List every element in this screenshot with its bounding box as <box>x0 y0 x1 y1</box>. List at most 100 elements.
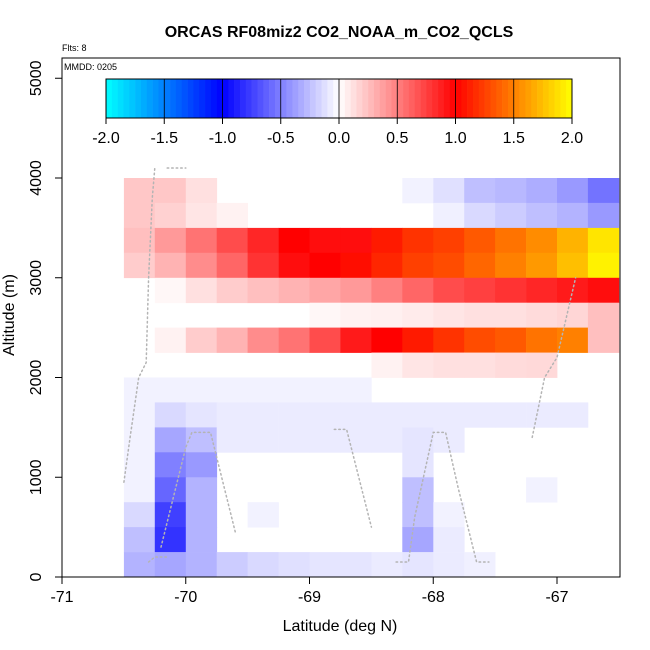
heatmap-cell <box>278 227 310 254</box>
heatmap-cell <box>309 552 341 578</box>
heatmap-cell <box>464 552 496 578</box>
colorbar-swatch <box>449 79 456 118</box>
heatmap-cell <box>464 252 496 279</box>
colorbar-swatch <box>175 79 183 118</box>
colorbar-swatch <box>228 79 235 118</box>
x-tick-label: -70 <box>174 589 197 606</box>
heatmap-cell <box>123 527 156 553</box>
heatmap-cell <box>433 202 465 229</box>
heatmap-cell <box>526 277 558 304</box>
colorbar-swatch <box>222 79 229 118</box>
colorbar-swatch <box>438 79 445 118</box>
colorbar-swatch <box>350 79 357 118</box>
heatmap-cell <box>185 327 218 353</box>
heatmap-cell <box>309 302 341 328</box>
y-tick-label: 5000 <box>28 60 45 96</box>
heatmap-cell <box>557 327 589 353</box>
colorbar-swatch <box>321 79 328 118</box>
heatmap-cell <box>557 178 589 204</box>
heatmap-cell <box>587 277 620 304</box>
colorbar-swatch <box>117 79 124 118</box>
heatmap-cell <box>402 527 434 553</box>
colorbar-swatch <box>408 79 416 118</box>
y-axis: 0 1000 2000 3000 4000 5000 <box>28 60 63 581</box>
colorbar-swatch <box>420 79 427 118</box>
heatmap-cell <box>216 327 248 353</box>
heatmap-cell <box>154 527 187 553</box>
colorbar-swatch <box>164 79 171 118</box>
colorbar-swatch <box>187 79 194 118</box>
heatmap-cell <box>247 402 279 428</box>
heatmap-cell <box>278 327 310 353</box>
colorbar-swatch <box>432 79 439 118</box>
heatmap-cell <box>402 402 434 428</box>
x-tick-label: -68 <box>422 589 445 606</box>
colorbar-swatch <box>385 79 392 118</box>
colorbar-swatch <box>257 79 264 118</box>
y-tick-label: 4000 <box>28 160 45 196</box>
heatmap-cell <box>154 252 187 279</box>
heatmap-cell <box>247 427 279 453</box>
heatmap-cell <box>340 402 372 428</box>
colorbar-swatch <box>443 79 450 118</box>
colorbar-tick-label: -1.5 <box>150 130 178 147</box>
heatmap-cell <box>154 502 187 528</box>
heatmap-cell <box>309 427 341 453</box>
y-tick-label: 0 <box>28 572 45 581</box>
heatmap-cell <box>154 227 187 254</box>
heatmap-cell <box>526 178 558 204</box>
x-axis: -71 -70 -69 -68 -67 <box>50 576 569 606</box>
colorbar-swatch <box>356 79 363 118</box>
heatmap-cell <box>340 327 372 353</box>
heatmap-cell <box>185 527 218 553</box>
heatmap-cell <box>495 227 527 254</box>
heatmap-cell <box>402 302 434 328</box>
heatmap-cell <box>185 202 218 229</box>
colorbar-swatch <box>111 79 118 118</box>
heatmap-cell <box>154 477 187 503</box>
heatmap-cell <box>340 227 372 254</box>
colorbar-swatch <box>531 79 538 118</box>
heatmap-cell <box>185 402 218 428</box>
heatmap-cell <box>433 252 465 279</box>
heatmap-cell <box>402 277 434 304</box>
colorbar-swatch <box>152 79 159 118</box>
colorbar-tick-label: 1.0 <box>444 130 466 147</box>
heatmap-cell <box>371 552 403 578</box>
heatmap-cell <box>402 252 434 279</box>
heatmap-cell <box>402 227 434 254</box>
heatmap-cell <box>247 552 279 578</box>
colorbar-swatch <box>403 79 410 118</box>
heatmap-cell <box>464 327 496 353</box>
heatmap-cell <box>433 402 465 428</box>
heatmap-cell <box>587 178 620 204</box>
heatmap-cell <box>185 178 218 204</box>
colorbar-swatch <box>467 79 474 118</box>
heatmap-cell <box>464 302 496 328</box>
flight-track-segment <box>333 428 373 528</box>
heatmap-cell <box>278 377 310 403</box>
heatmap-cell <box>587 202 620 229</box>
heatmap-cell <box>309 377 341 403</box>
heatmap-cell <box>123 477 156 503</box>
heatmap-cell <box>309 277 341 304</box>
heatmap-cell <box>557 227 589 254</box>
chart-title: ORCAS RF08miz2 CO2_NOAA_m_CO2_QCLS <box>165 24 514 41</box>
colorbar-swatch <box>502 79 509 118</box>
heatmap-cell <box>185 502 218 528</box>
colorbar-swatch <box>315 79 322 118</box>
colorbar-swatch <box>216 79 223 118</box>
heatmap-cell <box>587 302 620 328</box>
heatmap-cell <box>278 402 310 428</box>
heatmap-cell <box>402 352 434 378</box>
heatmap-cell <box>433 227 465 254</box>
colorbar-swatch <box>199 79 206 118</box>
heatmap-cell <box>402 327 434 353</box>
heatmap-cell <box>309 252 341 279</box>
heatmap-cell <box>309 327 341 353</box>
heatmap-cell <box>402 178 434 204</box>
colorbar-swatch <box>368 79 375 118</box>
colorbar-swatch <box>484 79 491 118</box>
heatmap-cell <box>185 252 218 279</box>
